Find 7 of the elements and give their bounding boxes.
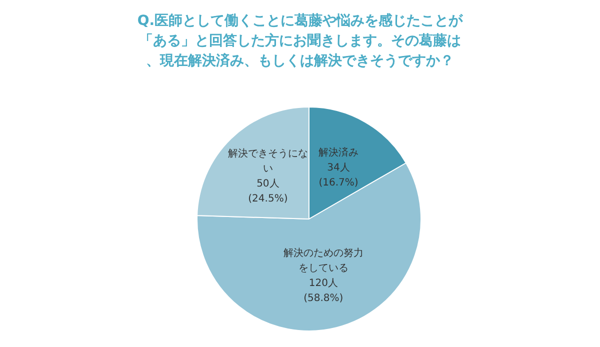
data-label: 34人 (16.7%) — [318, 162, 358, 188]
data-label: 50人 (24.5%) — [248, 178, 288, 205]
data-label: 120人 (58.8%) — [304, 278, 344, 304]
chart-title: Q.医師として働くことに葛藤や悩みを感じたことが「ある」と回答した方にお聞きします。その葛藤は、現在解決済み、もしくは解決できそうですか？ — [137, 13, 464, 69]
slice-label: 解決のための努力をしている — [283, 247, 364, 274]
slice-label: 解決できそうにない — [228, 148, 308, 175]
slice-label: 解決済み — [318, 146, 358, 158]
